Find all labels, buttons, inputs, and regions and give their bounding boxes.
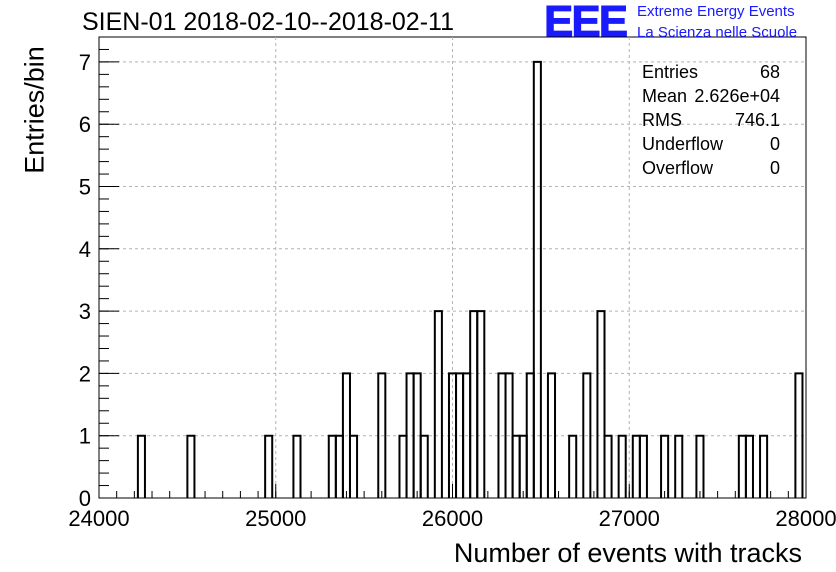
- stat-name: Overflow: [642, 158, 714, 178]
- histogram-bin: [327, 434, 337, 498]
- histogram-bin: [469, 310, 479, 498]
- stat-value: 746.1: [734, 110, 780, 130]
- y-axis-label: Entries/bin: [19, 46, 50, 174]
- x-tick-label: 25000: [245, 506, 306, 531]
- histogram-bin: [419, 434, 429, 498]
- x-axis-label: Number of events with tracks: [453, 538, 802, 568]
- stats-box: Entries 68 Mean 2.626e+04 RMS 746.1 Unde…: [642, 60, 780, 180]
- stat-name: Underflow: [642, 134, 724, 154]
- histogram-bin: [186, 434, 196, 498]
- histogram-bin: [603, 434, 613, 498]
- x-tick-label: 27000: [599, 506, 660, 531]
- histogram-bin: [476, 310, 486, 498]
- histogram-bin: [518, 434, 528, 498]
- histogram-bin: [674, 434, 684, 498]
- histogram-bin: [546, 372, 557, 498]
- histogram-bin: [334, 434, 344, 498]
- stat-row-underflow: Underflow 0: [642, 132, 780, 156]
- histogram-bin: [695, 434, 705, 498]
- histogram-bin: [582, 372, 592, 498]
- stat-name: Entries: [642, 62, 699, 82]
- stat-value: 0: [769, 158, 780, 178]
- stat-row-rms: RMS 746.1: [642, 108, 780, 132]
- y-tick-label: 6: [79, 112, 91, 137]
- stat-value: 68: [759, 62, 780, 82]
- y-tick-label: 3: [79, 299, 91, 324]
- y-tick-label: 7: [79, 50, 91, 75]
- x-tick-label: 28000: [775, 506, 836, 531]
- logo-subtitle-line1: Extreme Energy Events: [637, 3, 795, 20]
- stat-value: 2.626e+04: [694, 86, 780, 106]
- histogram-bin: [759, 434, 769, 498]
- histogram-bin: [377, 372, 387, 498]
- histogram-bin: [136, 434, 146, 498]
- stat-value: 0: [769, 134, 780, 154]
- stat-name: Mean: [642, 86, 688, 106]
- histogram-bin: [568, 434, 578, 498]
- stat-row-overflow: Overflow 0: [642, 156, 780, 180]
- y-tick-label: 2: [79, 361, 91, 386]
- histogram-bin: [532, 60, 542, 498]
- histogram-bin: [596, 310, 606, 498]
- y-tick-label: 4: [79, 237, 91, 262]
- y-tick-label: 5: [79, 175, 91, 200]
- histogram-bin: [398, 434, 408, 498]
- eee-logo: EEE: [543, 0, 628, 46]
- stat-row-entries: Entries 68: [642, 60, 780, 84]
- chart-title: SIEN-01 2018-02-10--2018-02-11: [82, 8, 454, 36]
- histogram-bin: [617, 434, 627, 498]
- histogram-bin: [660, 434, 670, 498]
- x-tick-label: 24000: [68, 506, 129, 531]
- histogram-bin: [511, 434, 521, 498]
- histogram-bin: [638, 434, 648, 498]
- histogram-bin: [433, 310, 443, 498]
- histogram-bin: [292, 434, 302, 498]
- y-tick-label: 0: [79, 486, 91, 511]
- histogram-bin: [631, 434, 641, 498]
- histogram-bin: [264, 434, 274, 498]
- x-tick-label: 26000: [422, 506, 483, 531]
- y-tick-label: 1: [79, 424, 91, 449]
- histogram-bin: [794, 372, 804, 498]
- stat-name: RMS: [642, 110, 682, 130]
- histogram-bin: [737, 434, 747, 498]
- stat-row-mean: Mean 2.626e+04: [642, 84, 780, 108]
- histogram-bin: [348, 434, 359, 498]
- logo-subtitle-line2: La Scienza nelle Scuole: [637, 24, 798, 41]
- histogram-bin: [744, 434, 754, 498]
